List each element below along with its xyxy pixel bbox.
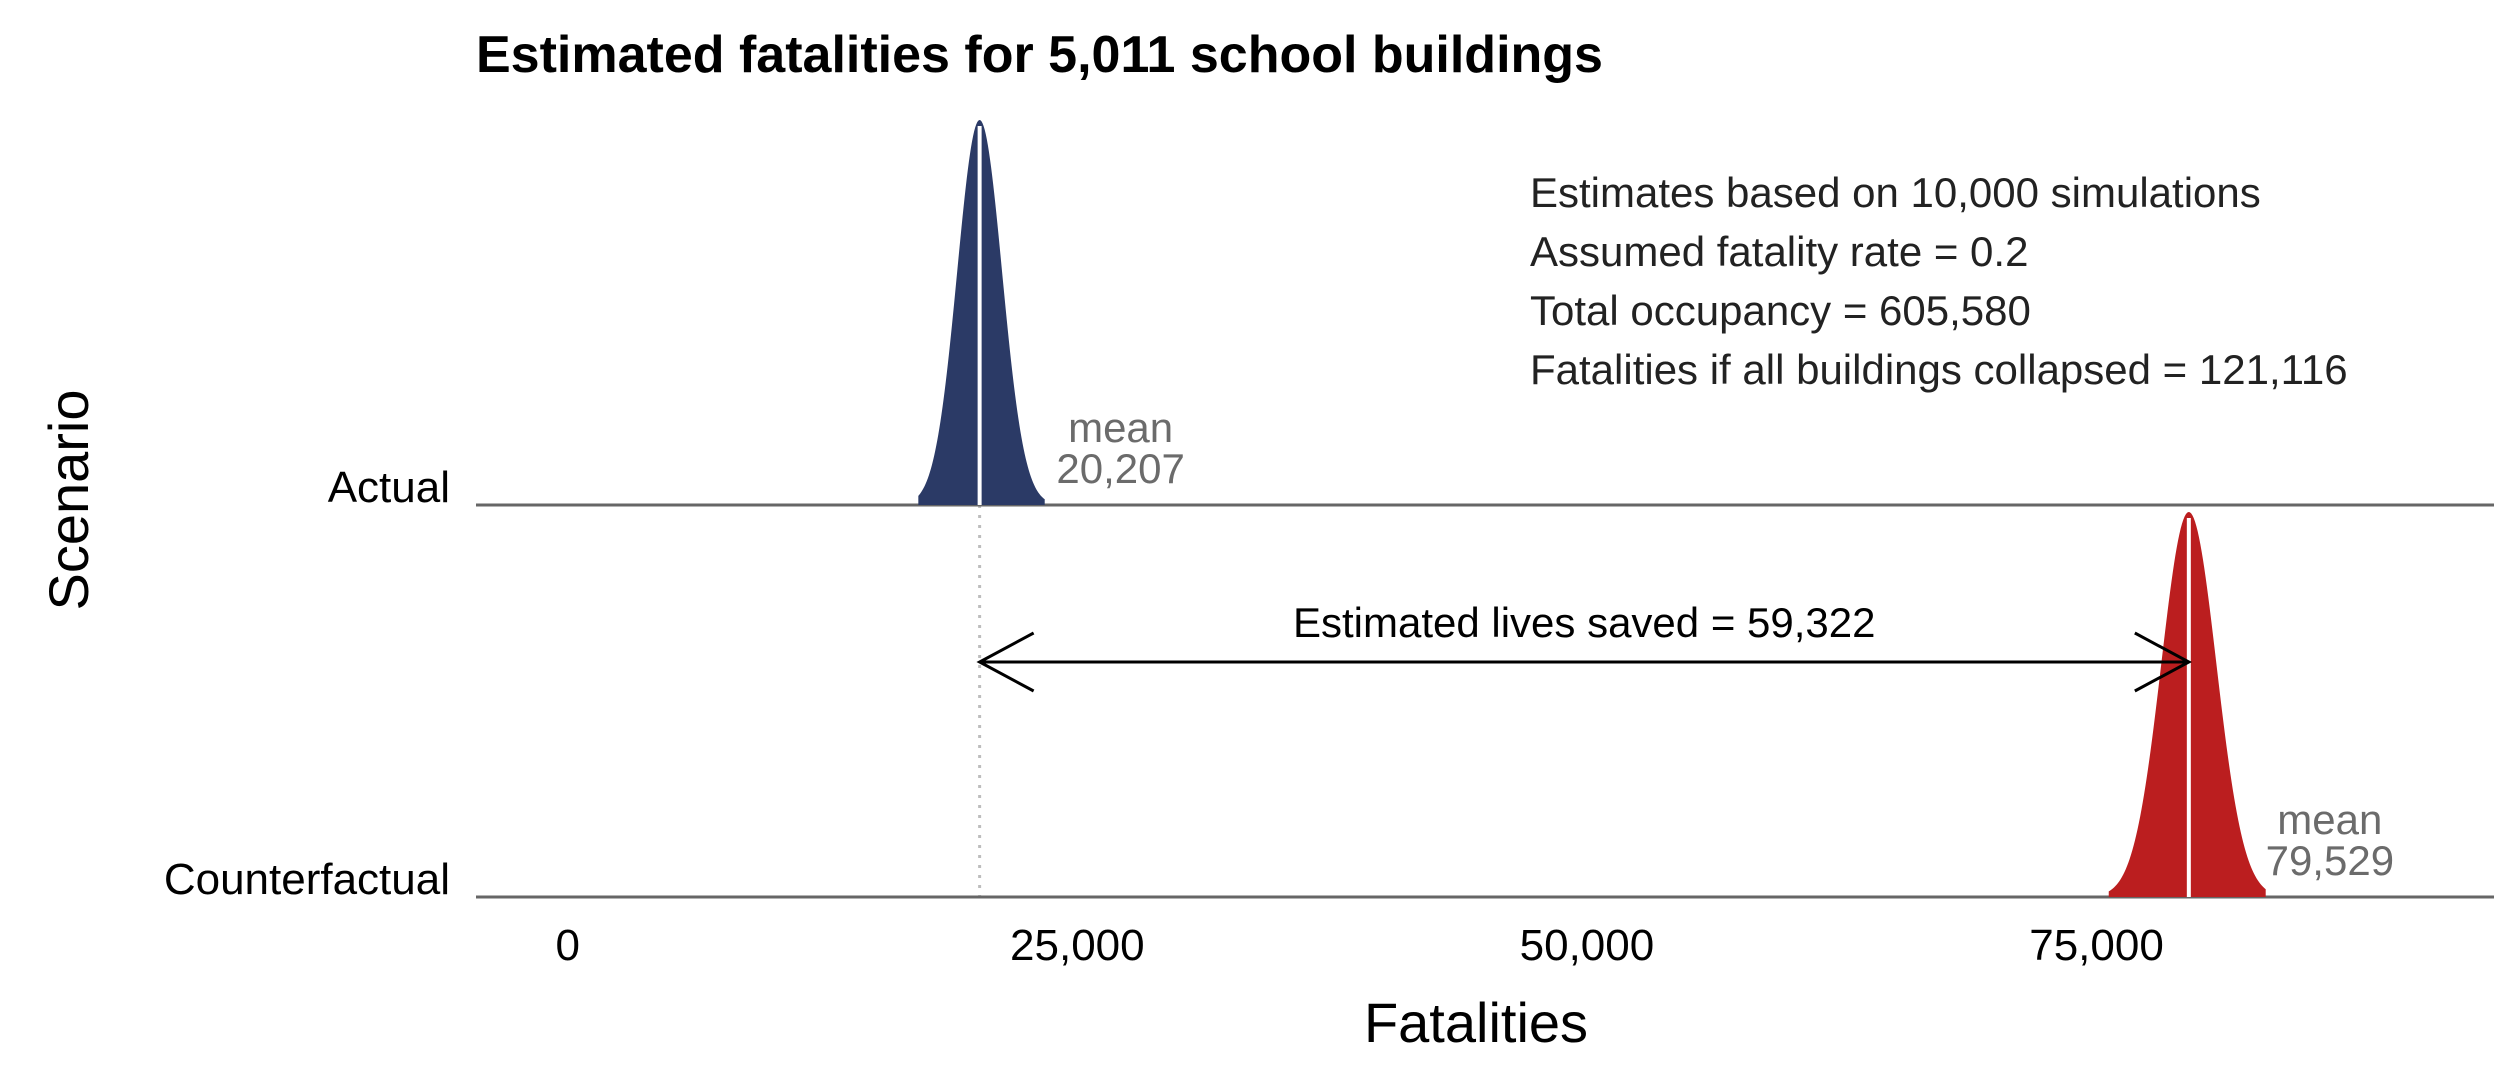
category-label-actual: Actual	[328, 463, 450, 512]
note-line: Total occupancy = 605,580	[1530, 287, 2031, 334]
x-axis-title: Fatalities	[1364, 991, 1588, 1054]
mean-value-counterfactual: 79,529	[2266, 837, 2394, 884]
x-tick-label: 75,000	[2029, 921, 2164, 970]
note-line: Assumed fatality rate = 0.2	[1530, 228, 2028, 275]
x-tick-label: 0	[555, 921, 579, 970]
lives-saved-label: Estimated lives saved = 59,322	[1293, 599, 1876, 646]
x-tick-label: 50,000	[1520, 921, 1655, 970]
x-tick-label: 25,000	[1010, 921, 1145, 970]
note-line: Estimates based on 10,000 simulations	[1530, 169, 2261, 216]
lives-saved-arrow-head-left	[976, 631, 1035, 693]
lives-saved-arrow-head-right	[2134, 631, 2193, 693]
note-line: Fatalities if all buildings collapsed = …	[1530, 346, 2348, 393]
y-axis-title: Scenario	[37, 389, 100, 610]
x-axis-ticks: Actual Counterfactual 0 25,000 50,000 75,000	[164, 463, 2164, 970]
mean-label-actual: mean	[1068, 404, 1173, 451]
chart-title: Estimated fatalities for 5,011 school bu…	[476, 26, 1603, 84]
mean-value-actual: 20,207	[1056, 445, 1184, 492]
lives-saved-annotation: Estimated lives saved = 59,322	[976, 599, 2193, 693]
category-label-counterfactual: Counterfactual	[164, 855, 450, 904]
notes-annotation: Estimates based on 10,000 simulations Ass…	[1530, 169, 2348, 393]
mean-label-counterfactual: mean	[2277, 796, 2382, 843]
